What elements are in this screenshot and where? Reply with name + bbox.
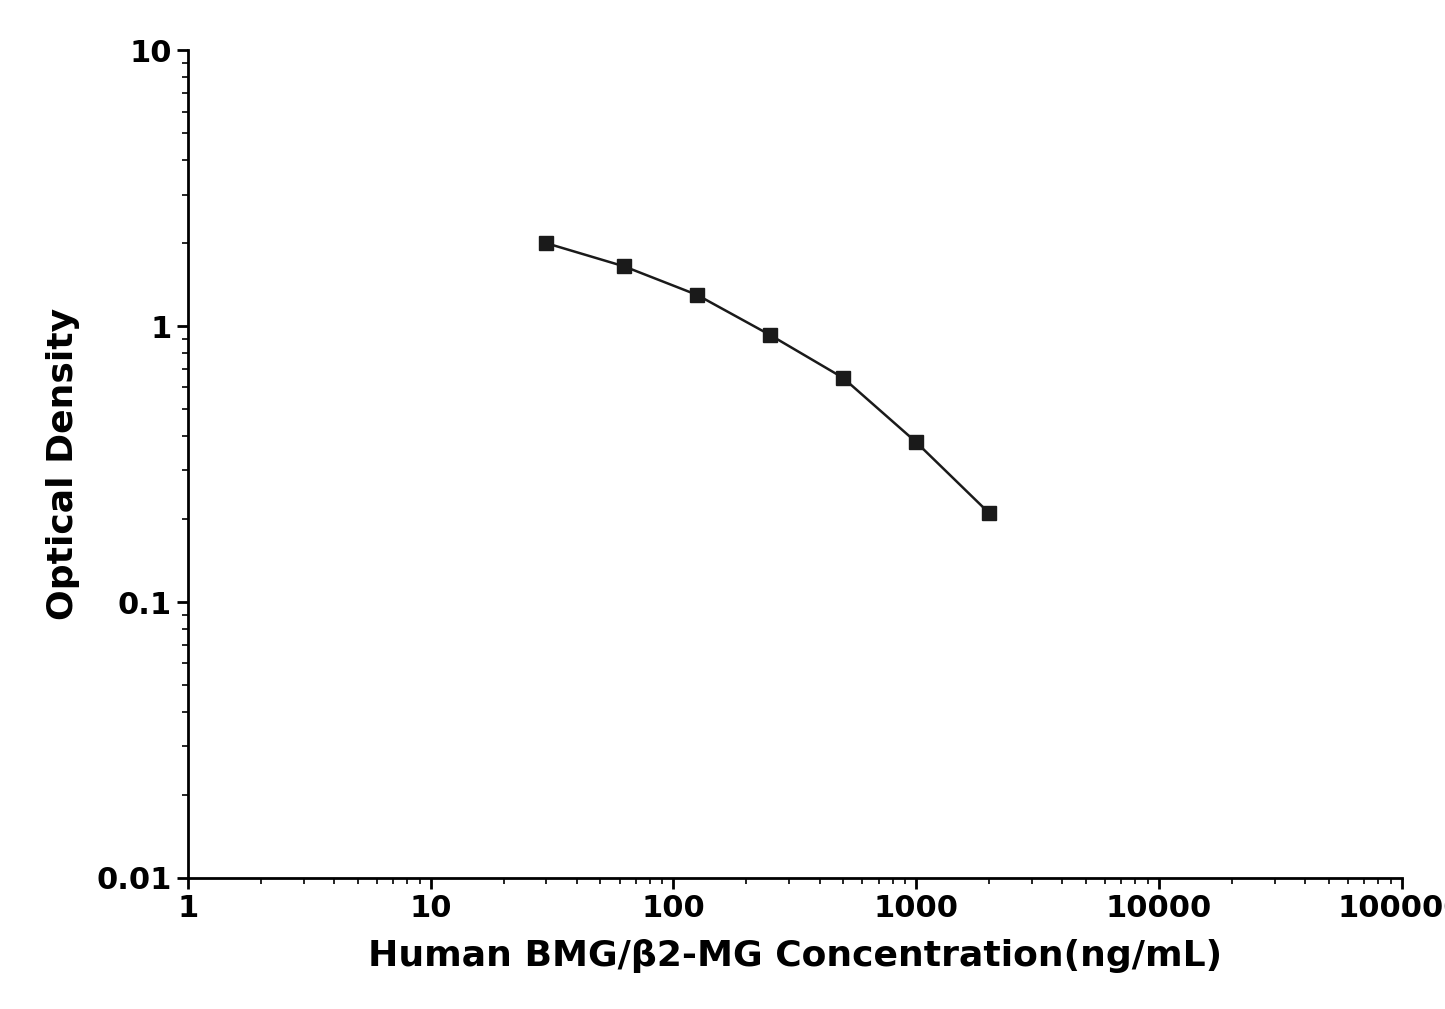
X-axis label: Human BMG/β2-MG Concentration(ng/mL): Human BMG/β2-MG Concentration(ng/mL): [367, 939, 1222, 974]
Y-axis label: Optical Density: Optical Density: [46, 308, 79, 621]
